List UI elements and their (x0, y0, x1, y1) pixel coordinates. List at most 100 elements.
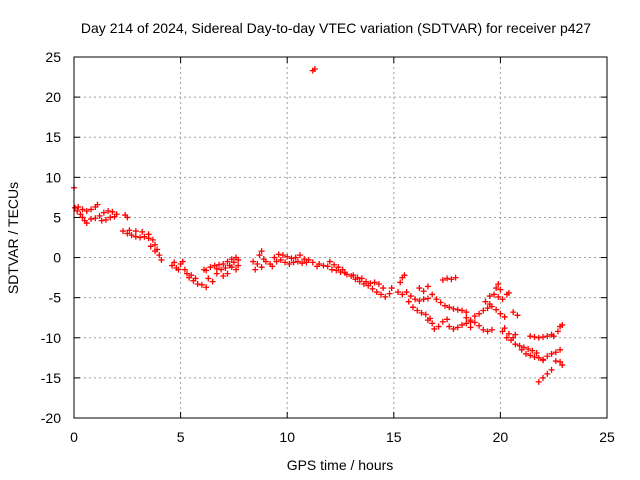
data-point (211, 262, 218, 269)
data-point (137, 234, 144, 241)
y-tick-labels: -20 -15 -10 -5 0 5 10 15 20 25 (41, 49, 61, 426)
data-point (141, 233, 148, 240)
data-point (544, 353, 551, 360)
data-point (284, 253, 291, 260)
data-point (299, 260, 306, 267)
data-point (488, 303, 495, 310)
data-point (181, 266, 188, 273)
data-point (88, 206, 95, 213)
data-point (512, 341, 519, 348)
data-point (83, 208, 90, 215)
data-point (235, 262, 242, 269)
x-tick-label: 10 (279, 429, 295, 445)
data-point (484, 305, 491, 312)
data-point (527, 352, 534, 359)
x-tick-label: 5 (177, 429, 185, 445)
data-point (158, 256, 165, 263)
data-point (505, 330, 512, 337)
data-point (382, 293, 389, 300)
data-point (188, 272, 195, 279)
data-point (527, 333, 534, 340)
data-point (454, 324, 461, 331)
data-point (260, 256, 267, 263)
x-tick-label: 0 (70, 429, 78, 445)
data-point (540, 333, 547, 340)
data-point (326, 258, 333, 265)
data-point (335, 264, 342, 271)
data-point (409, 304, 416, 311)
data-point (218, 266, 225, 273)
plot-frame (73, 56, 608, 419)
data-point (254, 260, 261, 267)
data-point (309, 259, 316, 266)
data-point (286, 260, 293, 267)
data-point (205, 275, 212, 282)
data-point (491, 291, 498, 298)
data-point (414, 307, 421, 314)
data-point (220, 273, 227, 280)
y-axis-label: SDTVAR / TECUs (5, 182, 21, 294)
data-point (499, 296, 506, 303)
data-point (397, 279, 404, 286)
data-point (102, 216, 109, 223)
data-point (207, 264, 214, 271)
data-point (279, 252, 286, 259)
data-point (535, 378, 542, 385)
data-point (416, 297, 423, 304)
y-tick-label: 5 (53, 209, 61, 225)
data-point (446, 323, 453, 330)
data-point (435, 323, 442, 330)
data-point (454, 306, 461, 313)
data-point (224, 258, 231, 265)
data-point (305, 256, 312, 263)
data-point (557, 346, 564, 353)
data-point (192, 275, 199, 282)
data-point (175, 266, 182, 273)
data-point (459, 321, 466, 328)
data-point (328, 266, 335, 273)
data-point (501, 313, 508, 320)
data-point (124, 214, 131, 221)
data-point (111, 213, 118, 220)
y-tick-label: 25 (45, 49, 61, 65)
data-point (424, 317, 431, 324)
data-point (213, 265, 220, 272)
data-point (277, 256, 284, 263)
x-tick-label: 20 (493, 429, 509, 445)
data-point (441, 302, 448, 309)
data-point (215, 261, 222, 268)
x-tick-label: 15 (386, 429, 402, 445)
data-point (471, 319, 478, 326)
data-point (373, 289, 380, 296)
data-point (548, 350, 555, 357)
data-point (512, 331, 519, 338)
data-point (482, 298, 489, 305)
data-point (301, 256, 308, 263)
y-tick-label: 0 (53, 250, 61, 266)
data-point (444, 316, 451, 323)
data-point (126, 227, 133, 234)
data-point (505, 289, 512, 296)
data-point (105, 208, 112, 215)
axis-ticks (73, 56, 608, 419)
data-point (439, 277, 446, 284)
y-tick-label: -5 (49, 290, 62, 306)
data-point (437, 299, 444, 306)
data-point (467, 317, 474, 324)
data-point (139, 228, 146, 235)
data-point (230, 259, 237, 266)
data-point (258, 264, 265, 271)
data-point (256, 252, 263, 259)
data-point (365, 282, 372, 289)
data-point (557, 358, 564, 365)
data-point (224, 270, 231, 277)
data-point (508, 337, 515, 344)
data-point (416, 285, 423, 292)
data-point (316, 260, 323, 267)
data-point (420, 296, 427, 303)
data-point (79, 214, 86, 221)
data-point (450, 305, 457, 312)
data-point (463, 314, 470, 321)
data-point (488, 326, 495, 333)
